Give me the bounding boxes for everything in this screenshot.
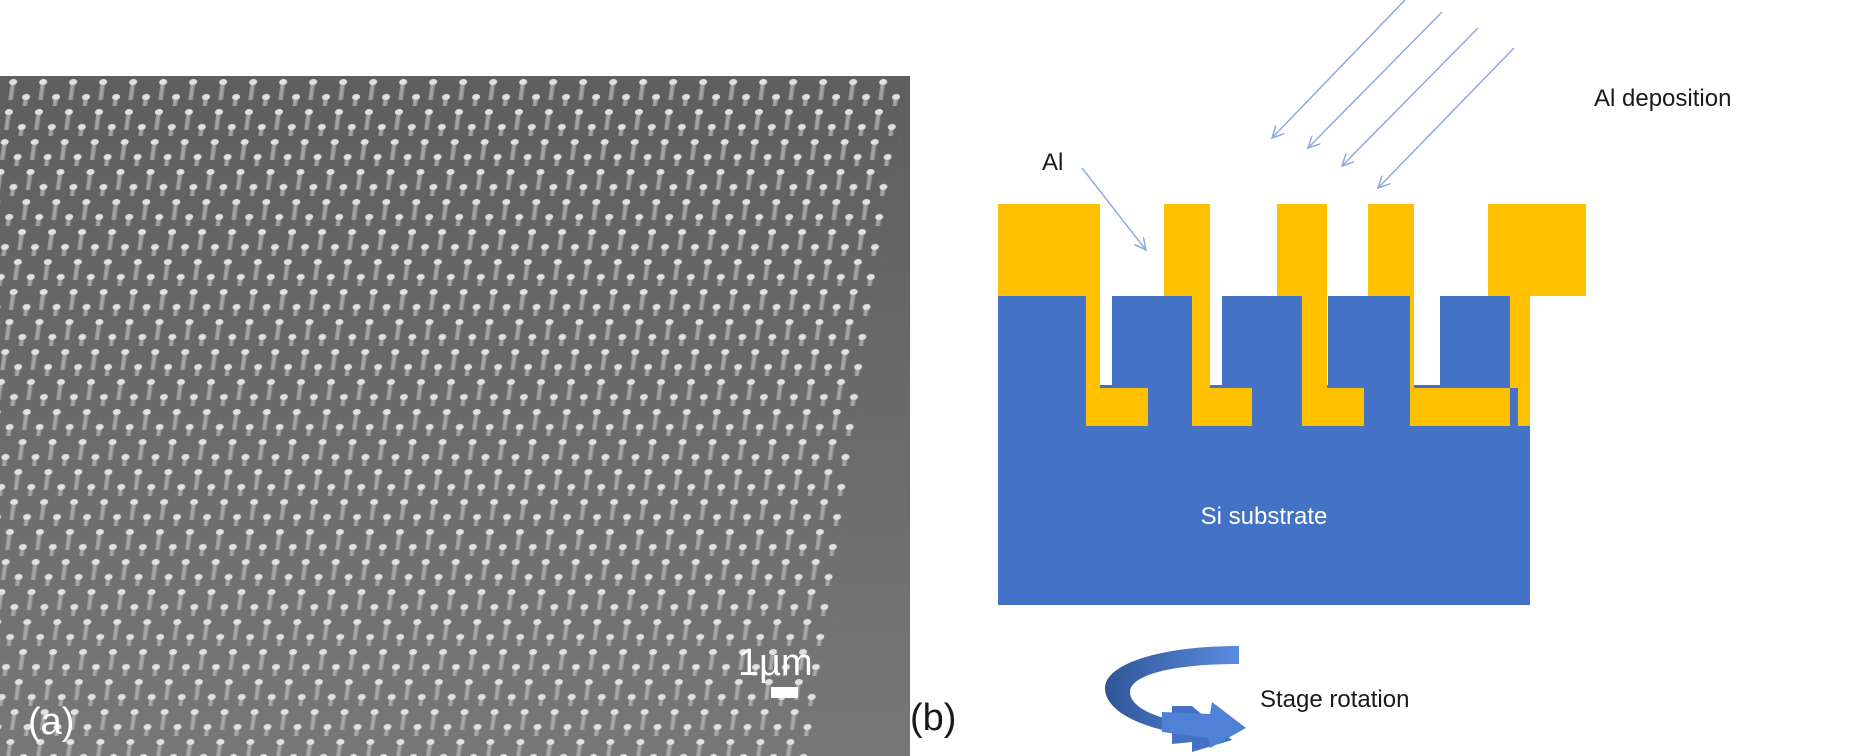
pillar-array bbox=[0, 76, 910, 756]
scale-bar-label: 1µm bbox=[738, 642, 813, 684]
stage-rotation-arrow bbox=[1105, 646, 1246, 752]
al-top-layer bbox=[998, 204, 1586, 296]
deposition-label: Al deposition bbox=[1594, 85, 1731, 112]
al-label: Al bbox=[1042, 149, 1063, 176]
rotation-label: Stage rotation bbox=[1260, 686, 1409, 713]
al-trench-coating-5 bbox=[1458, 296, 1530, 426]
al-trench-coating-3 bbox=[1302, 296, 1364, 426]
al-trench-coating-1 bbox=[1086, 296, 1148, 426]
scale-bar bbox=[771, 687, 798, 698]
deposition-arrow-2 bbox=[1308, 11, 1443, 148]
si-substrate bbox=[998, 296, 1530, 605]
deposition-schematic-panel: Al Al deposition Si substrate Stage rota… bbox=[910, 0, 1731, 752]
panel-a-label: (a) bbox=[28, 701, 74, 743]
al-pointer-arrow bbox=[1081, 167, 1146, 250]
sem-image-panel: (a) 1µm bbox=[0, 76, 910, 756]
al-trench-coating-2 bbox=[1192, 296, 1252, 426]
panel-b-label: (b) bbox=[910, 697, 956, 739]
deposition-arrow-3 bbox=[1342, 27, 1479, 166]
deposition-arrow-1 bbox=[1272, 0, 1406, 138]
deposition-arrow-4 bbox=[1378, 47, 1515, 188]
substrate-label: Si substrate bbox=[1201, 503, 1328, 530]
al-trench-coating-4 bbox=[1410, 296, 1468, 426]
